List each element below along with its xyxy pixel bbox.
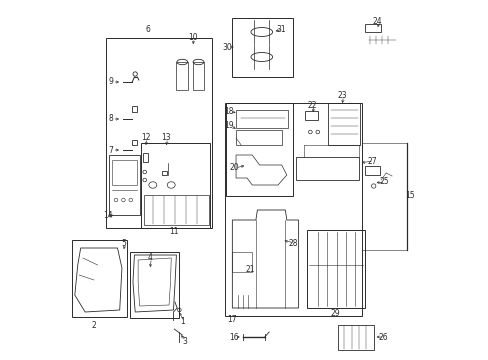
Bar <box>130 252 178 318</box>
Text: 12: 12 <box>141 134 150 143</box>
Bar <box>236 130 281 145</box>
Bar <box>72 240 127 317</box>
Text: 24: 24 <box>372 18 382 27</box>
Text: 19: 19 <box>224 122 234 130</box>
Text: 6: 6 <box>145 26 150 35</box>
Text: 21: 21 <box>245 266 254 274</box>
Text: 28: 28 <box>288 239 298 248</box>
Bar <box>141 143 210 228</box>
Bar <box>176 62 188 90</box>
Bar <box>224 103 361 316</box>
Text: 9: 9 <box>108 77 113 86</box>
Text: 31: 31 <box>276 24 286 33</box>
Text: 26: 26 <box>378 333 387 342</box>
Text: 5: 5 <box>121 239 125 248</box>
Bar <box>142 153 147 162</box>
Bar <box>338 325 373 350</box>
Bar <box>143 195 208 225</box>
Text: 30: 30 <box>222 42 232 51</box>
Text: 29: 29 <box>330 310 340 319</box>
Bar <box>236 110 287 128</box>
Text: 1: 1 <box>180 318 185 327</box>
Bar <box>112 160 136 185</box>
Bar <box>106 38 211 228</box>
Text: 25: 25 <box>378 177 388 186</box>
Bar <box>296 157 358 180</box>
Text: 13: 13 <box>161 134 171 143</box>
Text: 18: 18 <box>224 107 234 116</box>
Bar <box>307 230 364 308</box>
Bar <box>226 103 292 196</box>
Bar <box>364 24 380 32</box>
Text: 8: 8 <box>108 114 113 123</box>
Text: 10: 10 <box>187 33 197 42</box>
Bar <box>132 106 136 112</box>
Bar <box>327 103 360 145</box>
Bar <box>232 18 292 77</box>
Text: 23: 23 <box>337 91 346 100</box>
Bar <box>132 140 137 145</box>
Bar <box>232 252 252 272</box>
Text: 2: 2 <box>91 321 96 330</box>
Text: 27: 27 <box>366 157 376 166</box>
Text: 22: 22 <box>307 100 317 109</box>
Text: 15: 15 <box>404 192 414 201</box>
Bar <box>162 171 167 175</box>
Bar <box>364 166 379 175</box>
Text: 17: 17 <box>227 315 237 324</box>
Text: 11: 11 <box>168 228 178 237</box>
Text: 7: 7 <box>108 145 113 154</box>
Text: 20: 20 <box>228 163 238 172</box>
Bar <box>109 155 139 215</box>
Bar <box>305 111 317 120</box>
Bar <box>192 62 204 90</box>
Text: 4: 4 <box>147 253 152 262</box>
Text: 14: 14 <box>103 211 113 220</box>
Text: 3: 3 <box>182 337 186 346</box>
Text: 16: 16 <box>228 333 238 342</box>
